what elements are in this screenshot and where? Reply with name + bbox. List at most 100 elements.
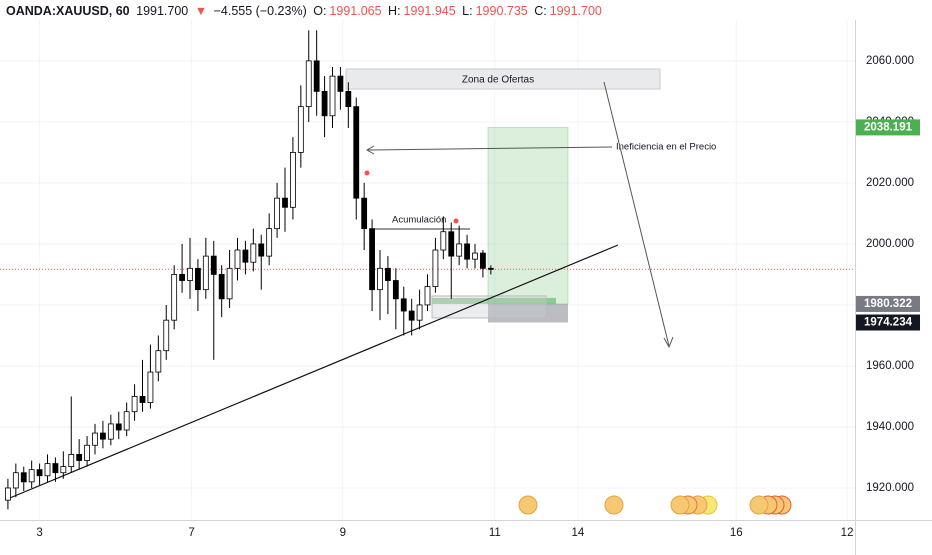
candle-body	[68, 454, 75, 468]
event-icon[interactable]	[518, 495, 538, 515]
candle-body	[432, 249, 439, 288]
candle-body	[274, 197, 280, 230]
o-label: O:	[313, 4, 327, 18]
candle-body	[480, 252, 486, 269]
candle-body	[440, 231, 447, 251]
zone-label: Zona de Ofertas	[462, 75, 534, 86]
candle-body	[345, 90, 352, 108]
candle-body	[258, 243, 265, 257]
price-tag	[856, 314, 920, 331]
candle-body	[195, 267, 201, 291]
c-value: 1991.700	[549, 4, 602, 18]
y-tick-label: 1940.000	[866, 421, 914, 433]
candle-body	[76, 454, 83, 461]
candles	[5, 30, 494, 510]
candle-body	[424, 286, 431, 306]
candle-body	[321, 90, 328, 117]
price-tag-label: 1980.322	[864, 298, 912, 310]
candle-body	[202, 255, 209, 291]
accumulation-label: Acumulación	[392, 215, 446, 226]
candle-body	[84, 444, 90, 461]
y-tick-label: 2000.000	[866, 238, 914, 250]
symbol: OANDA:XAUUSD, 60	[6, 4, 130, 18]
last-price: 1991.700	[136, 4, 189, 18]
candle-body	[242, 249, 249, 263]
h-value: 1991.945	[403, 4, 456, 18]
event-icons	[518, 495, 792, 515]
marker	[453, 218, 459, 224]
candle-body	[147, 371, 154, 403]
candle-body	[131, 396, 138, 413]
candle-body	[487, 267, 494, 270]
candle-body	[353, 106, 360, 199]
candle-body	[369, 228, 375, 291]
y-tick-label: 1960.000	[866, 360, 914, 372]
change: −4.555 (−0.23%)	[213, 4, 307, 18]
candle-body	[464, 243, 470, 260]
header: OANDA:XAUUSD, 60 1991.700 ▼ −4.555 (−0.2…	[6, 4, 605, 18]
candle-body	[234, 249, 241, 269]
marker	[364, 170, 370, 176]
candle-body	[36, 469, 43, 477]
candle-body	[218, 274, 225, 300]
y-tick-label: 1920.000	[866, 482, 914, 494]
candle-body	[456, 243, 463, 257]
candle-body	[155, 350, 162, 373]
candle-body	[385, 267, 391, 281]
price-tag	[856, 119, 920, 136]
candle-body	[100, 432, 106, 440]
profit-zone	[487, 126, 569, 305]
candle-body	[92, 432, 98, 446]
candle-body	[115, 423, 122, 431]
arrow-head	[663, 336, 674, 349]
candle-body	[472, 252, 478, 260]
price-tag-label: 1974.234	[864, 317, 913, 329]
x-tick-label: 16	[730, 527, 743, 539]
inefficiency-arrow	[367, 146, 613, 151]
candle-body	[416, 304, 423, 321]
change-arrow: ▼	[194, 4, 208, 18]
candle-body	[226, 267, 233, 300]
candle-body	[329, 75, 336, 117]
candle-body	[361, 197, 368, 230]
candle-body	[392, 280, 399, 300]
candle-body	[107, 423, 114, 440]
l-value: 1990.735	[475, 4, 528, 18]
candle-body	[139, 396, 146, 403]
y-tick-label: 2020.000	[866, 177, 914, 189]
c-label: C:	[534, 4, 547, 18]
x-tick-label: 11	[489, 527, 501, 539]
event-icon[interactable]	[749, 495, 769, 515]
candle-body	[448, 231, 455, 257]
candle-body	[60, 466, 67, 474]
candle-body	[12, 472, 19, 489]
x-tick-label: 7	[188, 527, 194, 539]
o-value: 1991.065	[329, 4, 382, 18]
candle-body	[163, 319, 170, 352]
candle-body	[250, 243, 257, 263]
price-tag-label: 2038.191	[864, 121, 913, 133]
candle-body	[313, 60, 320, 92]
candle-body	[44, 463, 51, 477]
candle-body	[400, 298, 407, 312]
range-box	[431, 295, 547, 319]
candle-body	[290, 151, 296, 208]
trendline	[4, 244, 619, 501]
event-icon[interactable]	[670, 495, 690, 515]
projection-arrow	[603, 81, 670, 347]
candle-body	[5, 487, 11, 501]
arrow-head	[365, 145, 375, 155]
event-icon[interactable]	[604, 495, 624, 515]
supply-zone	[345, 68, 661, 90]
entry-box	[432, 297, 556, 304]
candle-body	[337, 75, 344, 92]
candle-body	[210, 255, 217, 275]
candle-body	[297, 106, 304, 153]
price-tag	[856, 295, 920, 312]
x-tick-label: 3	[36, 527, 42, 539]
x-tick-label: 12	[841, 527, 854, 539]
candle-body	[408, 310, 415, 321]
